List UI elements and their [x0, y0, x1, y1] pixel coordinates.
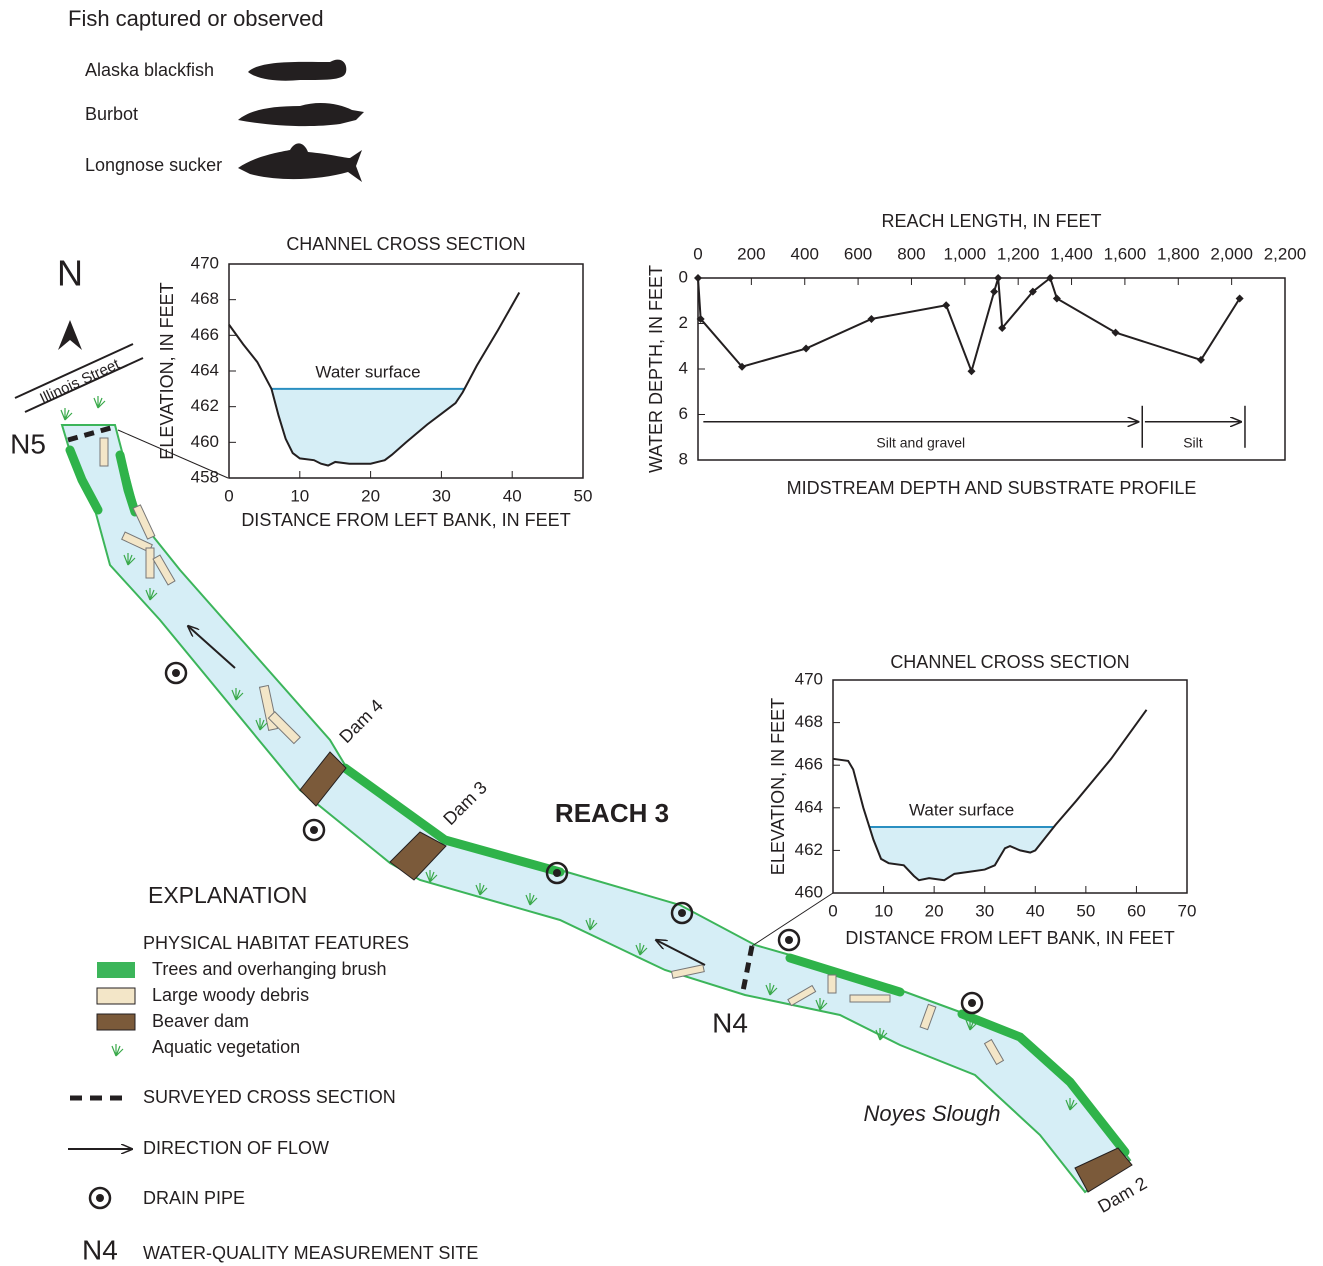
x-tick-label: 50: [1076, 901, 1095, 920]
chart-title: MIDSTREAM DEPTH AND SUBSTRATE PROFILE: [787, 478, 1197, 498]
x-tick-label: 30: [432, 486, 451, 505]
chart-title: CHANNEL CROSS SECTION: [890, 652, 1129, 672]
x-tick-label: 800: [897, 244, 925, 263]
x-tick-label: 1,000: [944, 244, 987, 263]
depth-point: [994, 274, 1002, 282]
y-axis-label: WATER DEPTH, IN FEET: [646, 265, 666, 473]
x-axis-label: REACH LENGTH, IN FEET: [881, 211, 1101, 231]
y-tick-label: 466: [795, 755, 823, 774]
dam-label: Dam 4: [335, 695, 387, 747]
x-tick-label: 10: [290, 486, 309, 505]
substrate-label: Silt: [1183, 434, 1203, 450]
reach-label: REACH 3: [555, 798, 669, 828]
fish-title: Fish captured or observed: [68, 6, 324, 31]
y-tick-label: 0: [679, 267, 688, 286]
page: Fish captured or observed Alaska blackfi…: [0, 0, 1323, 1266]
y-tick-label: 6: [679, 404, 688, 423]
x-tick-label: 600: [844, 244, 872, 263]
depth-point: [990, 288, 998, 296]
y-tick-label: 462: [795, 840, 823, 859]
x-tick-label: 2,200: [1264, 244, 1307, 263]
x-tick-label: 200: [737, 244, 765, 263]
depth-point: [867, 315, 875, 323]
y-tick-label: 468: [191, 289, 219, 308]
y-axis-label: ELEVATION, IN FEET: [768, 698, 788, 875]
x-tick-label: 70: [1178, 901, 1197, 920]
legend-label: WATER-QUALITY MEASUREMENT SITE: [143, 1243, 478, 1263]
y-tick-label: 468: [795, 712, 823, 731]
substrate-label: Silt and gravel: [876, 434, 965, 450]
legend-label: DIRECTION OF FLOW: [143, 1138, 329, 1158]
y-tick-label: 460: [191, 432, 219, 451]
chart-title: CHANNEL CROSS SECTION: [286, 234, 525, 254]
y-tick-label: 8: [679, 449, 688, 468]
y-tick-label: 458: [191, 467, 219, 486]
legend-label: SURVEYED CROSS SECTION: [143, 1087, 396, 1107]
depth-point: [1053, 294, 1061, 302]
legend-site: N4: [82, 1234, 118, 1265]
x-tick-label: 2,000: [1210, 244, 1253, 263]
dam-label: Dam 3: [439, 777, 491, 829]
x-tick-label: 60: [1127, 901, 1146, 920]
x-tick-label: 20: [361, 486, 380, 505]
depth-point: [967, 367, 975, 375]
depth-point: [942, 301, 950, 309]
explanation: EXPLANATION PHYSICAL HABITAT FEATURES Tr…: [68, 882, 478, 1265]
x-tick-label: 30: [975, 901, 994, 920]
legend-label: Aquatic vegetation: [152, 1037, 300, 1057]
annotation: Water surface: [909, 800, 1014, 819]
plot-frame: [698, 278, 1285, 460]
depth-point: [1112, 329, 1120, 337]
y-tick-label: 470: [795, 669, 823, 688]
y-tick-label: 470: [191, 253, 219, 272]
x-tick-label: 1,200: [997, 244, 1040, 263]
fish-name: Alaska blackfish: [85, 60, 214, 80]
explanation-title: EXPLANATION: [148, 882, 307, 908]
water-area: [271, 389, 464, 466]
legend-label: Trees and overhanging brush: [152, 959, 386, 979]
x-axis-label: DISTANCE FROM LEFT BANK, IN FEET: [241, 510, 570, 530]
x-tick-label: 50: [574, 486, 593, 505]
depth-line: [698, 278, 1240, 371]
x-tick-label: 1,600: [1104, 244, 1147, 263]
x-tick-label: 1,400: [1050, 244, 1093, 263]
y-tick-label: 2: [679, 313, 688, 332]
x-tick-label: 40: [1026, 901, 1045, 920]
depth-point: [802, 345, 810, 353]
x-tick-label: 1,800: [1157, 244, 1200, 263]
y-tick-label: 462: [191, 396, 219, 415]
y-axis-label: ELEVATION, IN FEET: [157, 282, 177, 459]
north-label: N: [57, 253, 83, 294]
x-tick-label: 20: [925, 901, 944, 920]
figure: Fish captured or observed Alaska blackfi…: [0, 0, 1323, 1266]
y-tick-label: 466: [191, 325, 219, 344]
legend-label: Large woody debris: [152, 985, 309, 1005]
y-tick-label: 460: [795, 882, 823, 901]
x-tick-label: 0: [828, 901, 837, 920]
y-tick-label: 464: [795, 797, 823, 816]
fish-name: Burbot: [85, 104, 138, 124]
legend-label: DRAIN PIPE: [143, 1188, 245, 1208]
habitat-title: PHYSICAL HABITAT FEATURES: [143, 933, 409, 953]
fish-icons: [238, 60, 364, 182]
site-label: N4: [712, 1007, 748, 1038]
x-tick-label: 400: [791, 244, 819, 263]
y-tick-label: 464: [191, 360, 219, 379]
x-tick-label: 0: [224, 486, 233, 505]
y-tick-label: 4: [679, 358, 688, 377]
depth-point: [694, 274, 702, 282]
fish-name: Longnose sucker: [85, 155, 222, 175]
x-axis-label: DISTANCE FROM LEFT BANK, IN FEET: [845, 928, 1174, 948]
x-tick-label: 0: [693, 244, 702, 263]
x-tick-label: 40: [503, 486, 522, 505]
legend-label: Beaver dam: [152, 1011, 249, 1031]
annotation: Water surface: [315, 362, 420, 381]
x-tick-label: 10: [874, 901, 893, 920]
map: Illinois Street N N5 N4 REACH 3 Dam 4 Da…: [10, 253, 1150, 1217]
waterbody-label: Noyes Slough: [864, 1101, 1001, 1126]
site-label: N5: [10, 428, 46, 459]
